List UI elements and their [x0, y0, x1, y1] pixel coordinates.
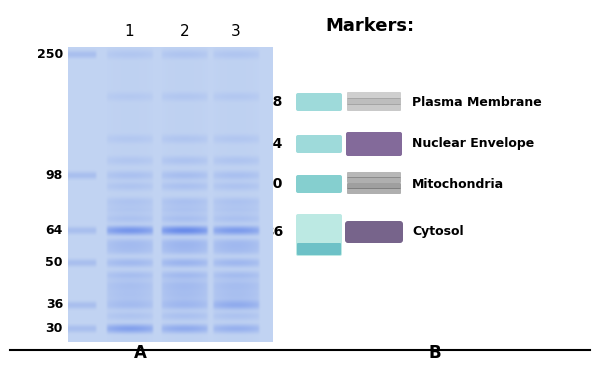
Text: 98: 98 [46, 169, 63, 182]
Text: Plasma Membrane: Plasma Membrane [412, 96, 542, 109]
Text: 2: 2 [180, 24, 190, 39]
FancyBboxPatch shape [296, 135, 342, 153]
Text: Nuclear Envelope: Nuclear Envelope [412, 138, 534, 151]
FancyBboxPatch shape [296, 214, 342, 256]
FancyBboxPatch shape [347, 188, 401, 194]
FancyBboxPatch shape [346, 132, 402, 156]
Text: 30: 30 [46, 322, 63, 335]
FancyBboxPatch shape [296, 93, 342, 111]
FancyBboxPatch shape [347, 183, 401, 189]
Text: A: A [134, 344, 146, 362]
FancyBboxPatch shape [296, 175, 342, 193]
Text: Markers:: Markers: [325, 17, 415, 35]
FancyBboxPatch shape [347, 92, 401, 99]
Text: 36: 36 [46, 298, 63, 311]
Text: 98: 98 [263, 95, 283, 109]
Text: 64: 64 [263, 137, 283, 151]
Text: 3: 3 [231, 24, 241, 39]
FancyBboxPatch shape [347, 104, 401, 111]
Text: 64: 64 [46, 224, 63, 237]
Text: 1: 1 [125, 24, 134, 39]
Text: Mitochondria: Mitochondria [412, 177, 504, 190]
FancyBboxPatch shape [347, 177, 401, 183]
Text: 50: 50 [263, 177, 283, 191]
FancyBboxPatch shape [297, 243, 341, 255]
Text: 36: 36 [264, 225, 283, 239]
Text: 50: 50 [46, 256, 63, 269]
Text: Cytosol: Cytosol [412, 225, 464, 238]
FancyBboxPatch shape [347, 98, 401, 105]
Text: 250: 250 [37, 48, 63, 61]
FancyBboxPatch shape [345, 221, 403, 243]
FancyBboxPatch shape [347, 172, 401, 178]
Text: B: B [428, 344, 442, 362]
